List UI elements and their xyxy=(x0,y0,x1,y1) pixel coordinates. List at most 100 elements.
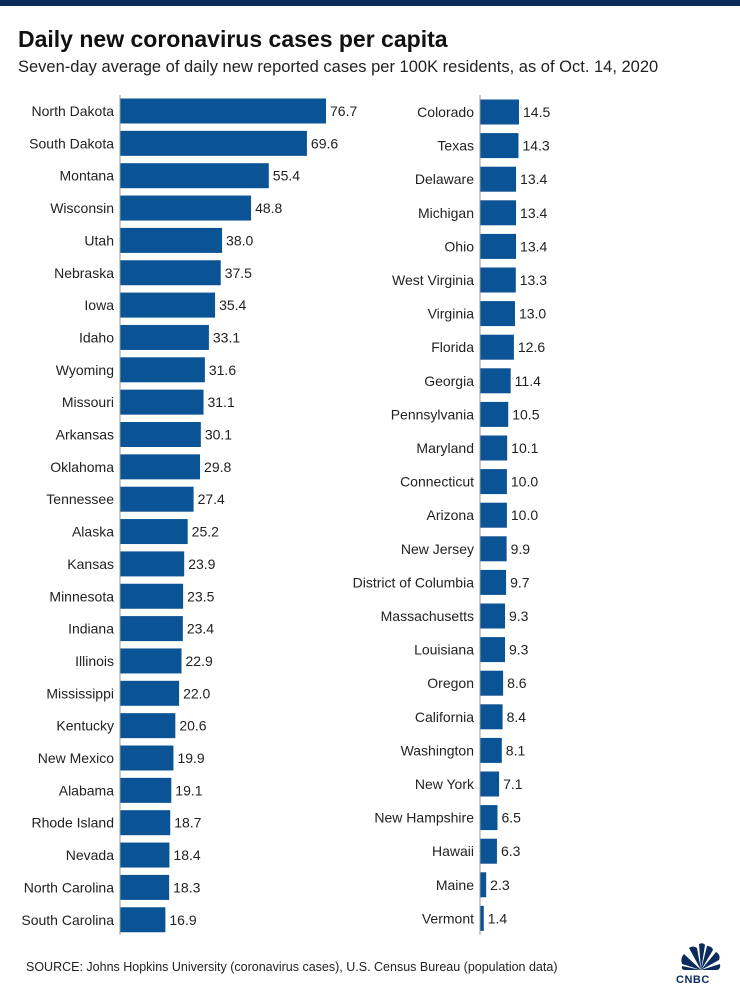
category-label: Wisconsin xyxy=(50,200,114,216)
bar xyxy=(120,130,307,156)
data-label: 19.1 xyxy=(175,782,202,798)
bar xyxy=(120,713,176,739)
data-label: 18.4 xyxy=(173,847,200,863)
category-label: Virginia xyxy=(428,306,475,322)
bar xyxy=(480,805,498,831)
data-label: 13.0 xyxy=(519,306,546,322)
data-label: 13.4 xyxy=(520,171,547,187)
category-label: Montana xyxy=(60,168,115,184)
data-label: 9.3 xyxy=(509,642,529,658)
data-label: 23.4 xyxy=(187,621,214,637)
category-label: Ohio xyxy=(444,238,474,254)
category-label: Alabama xyxy=(59,782,114,798)
category-label: New Hampshire xyxy=(374,810,474,826)
category-label: District of Columbia xyxy=(353,574,475,590)
category-label: Missouri xyxy=(62,394,114,410)
category-label: Georgia xyxy=(424,373,474,389)
data-label: 9.3 xyxy=(509,608,529,624)
data-label: 14.5 xyxy=(523,104,550,120)
category-label: New Mexico xyxy=(38,750,114,766)
bar xyxy=(480,704,503,730)
bar xyxy=(480,569,507,595)
data-label: 8.4 xyxy=(507,709,527,725)
data-label: 30.1 xyxy=(205,427,232,443)
category-label: South Carolina xyxy=(21,912,114,928)
category-label: Rhode Island xyxy=(31,815,114,831)
data-label: 25.2 xyxy=(192,524,219,540)
bar xyxy=(120,874,170,900)
bar xyxy=(120,777,172,803)
data-label: 13.3 xyxy=(520,272,547,288)
bar xyxy=(120,357,205,383)
category-label: Arizona xyxy=(427,507,475,523)
category-label: Washington xyxy=(401,742,474,758)
data-label: 8.1 xyxy=(506,742,526,758)
category-label: Colorado xyxy=(417,104,474,120)
data-label: 9.9 xyxy=(511,541,531,557)
data-label: 2.3 xyxy=(490,877,510,893)
data-label: 22.0 xyxy=(183,685,210,701)
bar xyxy=(480,301,515,327)
data-label: 33.1 xyxy=(213,329,240,345)
category-label: Oregon xyxy=(427,675,474,691)
bar xyxy=(120,292,216,318)
category-label: Arkansas xyxy=(56,427,114,443)
category-label: Maine xyxy=(436,877,474,893)
category-label: Idaho xyxy=(79,329,114,345)
data-label: 11.4 xyxy=(515,373,541,389)
bar xyxy=(480,637,506,663)
category-label: Kentucky xyxy=(56,718,114,734)
bar xyxy=(480,737,502,763)
source-note: SOURCE: Johns Hopkins University (corona… xyxy=(26,960,558,974)
category-label: North Carolina xyxy=(24,879,114,895)
bar xyxy=(120,810,171,836)
data-label: 10.0 xyxy=(511,507,538,523)
data-label: 14.3 xyxy=(522,138,549,154)
bar xyxy=(120,389,204,415)
bar xyxy=(480,905,484,931)
bar-chart: North Dakota 76.7 South Dakota 69.6 Montana 5… xyxy=(21,95,550,935)
data-label: 69.6 xyxy=(311,135,338,151)
data-label: 13.4 xyxy=(520,205,547,221)
category-label: Illinois xyxy=(75,653,114,669)
bar xyxy=(120,907,166,933)
bar xyxy=(480,133,519,159)
data-label: 18.7 xyxy=(174,815,201,831)
data-label: 6.5 xyxy=(501,810,521,826)
bar xyxy=(480,166,517,192)
bar xyxy=(480,435,508,461)
data-label: 19.9 xyxy=(177,750,204,766)
category-label: Texas xyxy=(437,138,474,154)
data-label: 18.3 xyxy=(173,879,200,895)
category-label: South Dakota xyxy=(29,135,114,151)
category-label: Massachusetts xyxy=(381,608,474,624)
peacock-logo-icon xyxy=(681,943,721,970)
category-label: Indiana xyxy=(68,621,114,637)
data-label: 38.0 xyxy=(226,232,253,248)
category-label: Minnesota xyxy=(49,588,114,604)
data-label: 6.3 xyxy=(501,843,521,859)
bar xyxy=(480,334,514,360)
category-label: Maryland xyxy=(416,440,474,456)
category-label: Mississippi xyxy=(46,685,114,701)
category-label: Kansas xyxy=(67,556,114,572)
bar xyxy=(480,267,516,293)
category-label: Pennsylvania xyxy=(391,406,474,422)
logo-wordmark: CNBC xyxy=(676,974,710,986)
bar xyxy=(120,648,182,674)
data-label: 76.7 xyxy=(330,103,357,119)
category-label: North Dakota xyxy=(32,103,115,119)
bar xyxy=(480,536,507,562)
data-label: 55.4 xyxy=(273,168,300,184)
bar xyxy=(120,583,184,609)
category-label: New York xyxy=(415,776,475,792)
data-label: 9.7 xyxy=(510,574,530,590)
bar xyxy=(120,745,174,771)
category-label: West Virginia xyxy=(392,272,474,288)
bar xyxy=(120,422,201,447)
bar xyxy=(480,670,504,696)
data-label: 37.5 xyxy=(225,265,252,281)
category-label: Hawaii xyxy=(432,843,474,859)
category-label: Alaska xyxy=(72,524,114,540)
data-label: 1.4 xyxy=(488,910,508,926)
